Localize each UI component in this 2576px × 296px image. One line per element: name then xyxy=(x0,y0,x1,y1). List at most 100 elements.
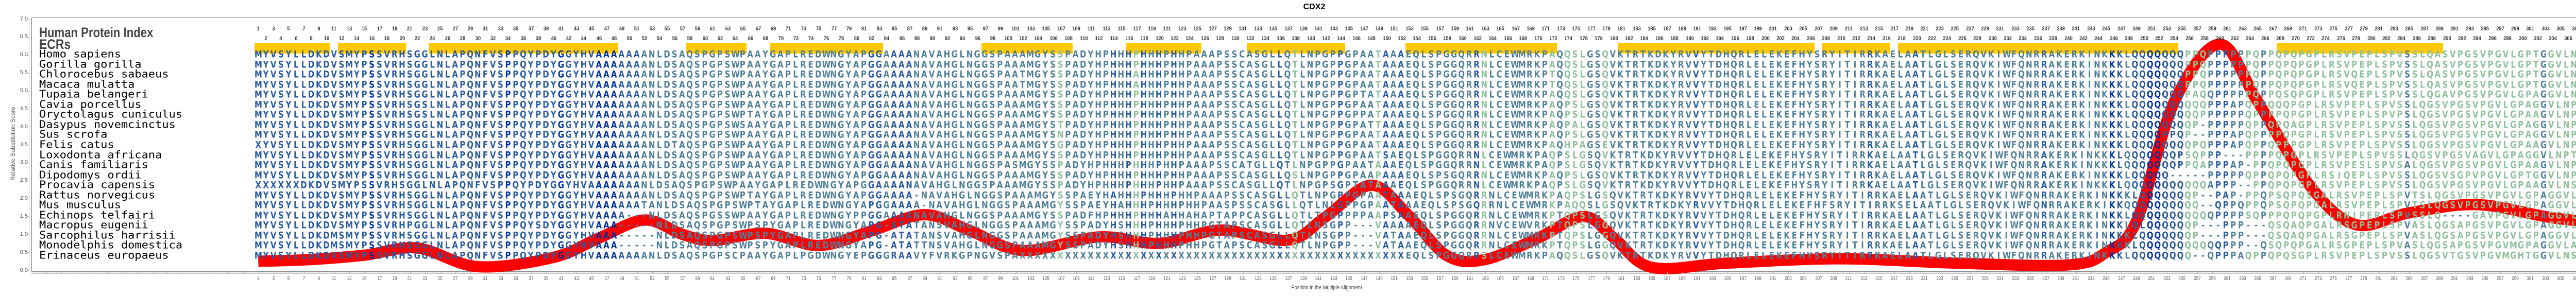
residue: A xyxy=(1209,59,1215,71)
residue: Q xyxy=(686,159,693,171)
residue: L xyxy=(1572,159,1578,171)
residue: K xyxy=(1867,149,1873,161)
position-number-top: 59 xyxy=(694,26,701,32)
residue: W xyxy=(731,119,740,131)
residue: S xyxy=(1595,119,1601,131)
residue: A xyxy=(641,169,648,181)
position-number-top: 200 xyxy=(1761,36,1770,42)
residue: A xyxy=(603,139,609,151)
residue: P xyxy=(2230,48,2236,60)
residue: G xyxy=(2457,99,2464,111)
residue: D xyxy=(323,99,330,111)
residue: P xyxy=(1330,159,1336,171)
residue: L xyxy=(793,119,798,131)
residue: A xyxy=(853,159,859,171)
residue: A xyxy=(898,159,905,171)
residue: G xyxy=(2457,109,2464,120)
position-number-bottom: 55 xyxy=(665,276,670,282)
residue: V xyxy=(928,79,935,91)
x-tick-mark xyxy=(1864,272,1865,274)
residue: R xyxy=(2321,99,2327,111)
residue: L xyxy=(2367,129,2372,141)
residue: I xyxy=(1838,79,1841,91)
residue: Q xyxy=(2154,48,2161,60)
residue: P xyxy=(1307,179,1313,191)
residue: Y xyxy=(1806,99,1812,111)
residue: P xyxy=(2526,89,2532,100)
residue: Y xyxy=(528,89,534,100)
residue: P xyxy=(1337,79,1344,91)
residue: E xyxy=(1890,48,1895,60)
residue: L xyxy=(1489,89,1495,100)
residue: S xyxy=(1806,159,1812,171)
residue: S xyxy=(2404,48,2410,60)
residue: C xyxy=(1239,129,1245,141)
residue: E xyxy=(1754,109,1759,120)
residue: L xyxy=(2556,129,2562,141)
position-number-top: 120 xyxy=(1155,36,1164,42)
residue: L xyxy=(301,109,307,120)
residue: L xyxy=(2511,68,2516,80)
residue: W xyxy=(822,68,831,80)
residue: L xyxy=(1747,68,1752,80)
residue: P xyxy=(2359,119,2365,131)
residue: G xyxy=(1314,159,1321,171)
residue: R xyxy=(1677,109,1684,120)
residue: A xyxy=(596,149,602,161)
residue: L xyxy=(445,149,450,161)
residue: W xyxy=(822,119,831,131)
residue: A xyxy=(1897,159,1904,171)
residue: E xyxy=(1958,68,1964,80)
residue: P xyxy=(2230,169,2236,181)
residue: G xyxy=(414,59,420,71)
residue: T xyxy=(1844,89,1850,100)
residue: A xyxy=(1912,68,1919,80)
residue: L xyxy=(294,68,299,80)
residue: S xyxy=(2404,119,2410,131)
residue: L xyxy=(1277,119,1282,131)
residue: G xyxy=(1322,139,1329,151)
position-number-top: 68 xyxy=(763,36,769,42)
position-number-top: 228 xyxy=(1973,36,1982,42)
residue: H xyxy=(1723,79,1730,91)
residue: A xyxy=(2048,68,2055,80)
residue: A xyxy=(2533,139,2539,151)
residue: P xyxy=(1186,48,1192,60)
residue: Q xyxy=(520,109,527,120)
residue: P xyxy=(2245,89,2251,100)
residue: R xyxy=(1527,59,1533,71)
residue: L xyxy=(1761,68,1767,80)
residue: S xyxy=(2329,139,2335,151)
ecr-bar xyxy=(2276,43,2444,54)
residue: N xyxy=(2025,109,2032,120)
residue: E xyxy=(1890,129,1895,141)
residue: N xyxy=(474,109,481,120)
residue: S xyxy=(278,68,284,80)
residue: L xyxy=(1300,59,1305,71)
residue: G xyxy=(1443,179,1450,191)
residue: I xyxy=(1997,129,2001,141)
position-number-top: 291 xyxy=(2450,26,2459,32)
residue: K xyxy=(316,149,322,161)
residue: L xyxy=(1277,169,1282,181)
residue: G xyxy=(1443,159,1450,171)
residue: S xyxy=(376,59,382,71)
residue: S xyxy=(1050,99,1056,111)
position-number-bottom: 275 xyxy=(2330,276,2337,282)
position-number-top: 165 xyxy=(1496,26,1504,32)
residue: A xyxy=(906,79,912,91)
residue: H xyxy=(1155,59,1162,71)
residue: T xyxy=(1920,48,1926,60)
residue: P xyxy=(1330,48,1336,60)
residue: Y xyxy=(550,149,556,161)
position-number-bottom: 109 xyxy=(1073,276,1080,282)
residue: E xyxy=(1890,99,1895,111)
residue: V xyxy=(2495,99,2501,111)
residue: A xyxy=(1012,179,1018,191)
residue: G xyxy=(2533,129,2539,141)
residue: H xyxy=(1799,68,1805,80)
residue: P xyxy=(535,169,541,181)
residue: S xyxy=(1050,179,1056,191)
residue: Q xyxy=(1731,99,1737,111)
